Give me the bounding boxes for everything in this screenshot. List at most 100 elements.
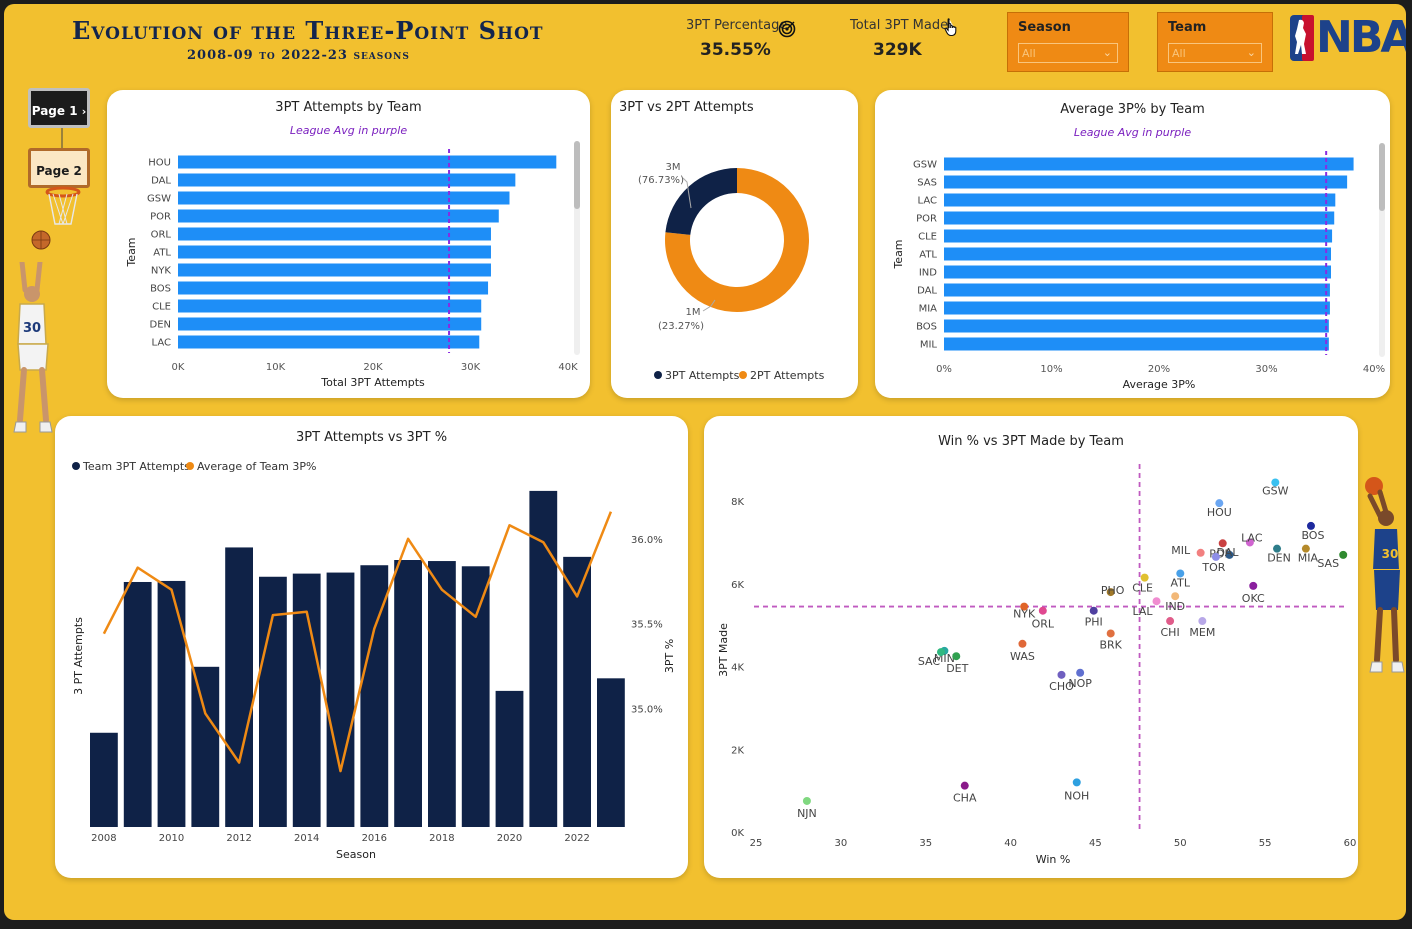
point-phi	[1089, 606, 1098, 615]
bar-gsw	[944, 157, 1354, 171]
donut-slice-3pt-attempts	[665, 168, 737, 235]
donut-slice-2pt-attempts	[665, 168, 809, 312]
point-hou	[1215, 499, 1224, 508]
legend-label: Average of Team 3P%	[197, 460, 316, 473]
bar-por	[944, 211, 1335, 225]
legend-marker	[654, 371, 662, 379]
player-shooting-right-icon: 30	[1365, 477, 1405, 673]
bar-season-2023	[597, 678, 625, 827]
point-nop	[1076, 668, 1085, 677]
bar-lac	[944, 193, 1336, 207]
scrollbar-thumb	[574, 141, 580, 209]
slice-value-label: 3M	[666, 162, 681, 173]
bar-bos	[178, 281, 489, 295]
point-label: CHO	[1049, 680, 1074, 693]
bar-season-2015	[326, 572, 355, 827]
bar-hou	[178, 155, 557, 169]
x-tick-label: 2008	[91, 833, 116, 844]
x-axis-title: Total 3PT Attempts	[320, 376, 425, 389]
team-dropdown-value: All	[1172, 47, 1186, 60]
x-axis-title: Season	[336, 848, 376, 861]
player-shooting-left-icon: 30	[13, 262, 53, 433]
category-label: GSW	[913, 160, 937, 171]
point-label: WAS	[1010, 650, 1035, 663]
x-axis-title: Average 3P%	[1123, 378, 1196, 391]
point-nyk	[1020, 602, 1029, 611]
point-label: BOS	[1301, 529, 1324, 542]
x-axis-title: Win %	[1036, 853, 1071, 866]
x-tick-label: 2022	[564, 833, 589, 844]
point-label: BRK	[1099, 638, 1122, 651]
x-tick-label: 45	[1089, 838, 1102, 849]
point-label: ATL	[1171, 576, 1191, 589]
attempts-vs-pct-chart[interactable]: Team 3PT Attempts Average of Team 3P% 2008…	[55, 416, 688, 878]
point-label: ORL	[1032, 618, 1055, 631]
legend-marker	[739, 371, 747, 379]
page-1-button[interactable]: Page 1 ›	[28, 88, 90, 128]
bar-atl	[944, 247, 1331, 261]
team-slicer[interactable]: Team All ⌄	[1157, 12, 1273, 72]
y-right-tick-label: 35.0%	[631, 704, 663, 715]
avg-pct-by-team-card: Average 3P% by Team League Avg in purple…	[875, 90, 1390, 398]
season-slicer-label: Season	[1018, 20, 1071, 35]
y-tick-label: 4K	[731, 663, 744, 674]
point-label: NYK	[1013, 608, 1036, 621]
point-label: HOU	[1207, 506, 1232, 519]
y-tick-label: 0K	[731, 828, 744, 839]
avg-pct-by-team-chart[interactable]: GSW SAS LAC POR CLE ATL IND DAL MIA BOS MIL 0% 10% 20…	[875, 90, 1390, 398]
bar-season-2022	[563, 556, 591, 827]
y-right-tick-label: 36.0%	[631, 535, 663, 546]
x-tick-label: 60	[1344, 838, 1357, 849]
point-bos	[1306, 521, 1315, 530]
point-label: LAL	[1133, 605, 1154, 618]
point-label: GSW	[1262, 484, 1289, 497]
category-label: DEN	[150, 320, 172, 331]
point-cho	[1057, 670, 1066, 679]
point-dal	[1225, 550, 1234, 559]
point-lal	[1152, 597, 1161, 606]
bar-season-2011	[191, 666, 220, 827]
point-label: OKC	[1242, 592, 1265, 605]
y-left-axis-title: 3 PT Attempts	[72, 617, 85, 695]
x-tick-label: 40%	[1363, 364, 1385, 375]
three-vs-two-chart[interactable]: 3M (76.73%) 1M (23.27%) 3PT Attempts 2PT Atte…	[611, 90, 858, 398]
x-tick-label: 20K	[363, 362, 383, 373]
bar-gsw	[178, 191, 510, 205]
category-label: POR	[150, 212, 171, 223]
point-label: SAC	[918, 655, 941, 668]
x-tick-label: 2018	[429, 833, 454, 844]
season-slicer[interactable]: Season All ⌄	[1007, 12, 1129, 72]
x-tick-label: 20%	[1148, 364, 1170, 375]
category-label: HOU	[148, 158, 171, 169]
point-label: SAS	[1317, 557, 1339, 570]
nba-silhouette-icon	[1290, 15, 1314, 61]
attempts-by-team-chart[interactable]: HOU DAL GSW POR ORL ATL NYK BOS CLE DEN LAC 0K 10K 20…	[107, 90, 590, 398]
slice-value-label: 1M	[686, 307, 701, 318]
bar-den	[178, 317, 482, 331]
page-2-button[interactable]: Page 2	[28, 148, 90, 188]
hand-pointer-icon	[944, 18, 957, 37]
y-axis-title: 3PT Made	[717, 623, 730, 677]
category-label: CLE	[152, 302, 171, 313]
x-tick-label: 2014	[294, 833, 319, 844]
dashboard-page: Evolution of the Three-Point Shot 2008-0…	[4, 4, 1406, 920]
point-njn	[802, 796, 811, 805]
season-dropdown[interactable]: All ⌄	[1018, 43, 1118, 63]
category-label: DAL	[151, 176, 171, 187]
bar-mil	[944, 337, 1329, 351]
team-dropdown[interactable]: All ⌄	[1168, 43, 1262, 63]
y-right-tick-label: 35.5%	[631, 620, 663, 631]
x-tick-label: 35	[919, 838, 932, 849]
point-den	[1273, 544, 1282, 553]
kpi-3pt-percentage-label: 3PT Percentage	[686, 18, 788, 33]
leader-line	[682, 177, 692, 209]
point-label: NOH	[1064, 789, 1089, 802]
x-tick-label: 55	[1259, 838, 1272, 849]
category-label: MIA	[919, 304, 938, 315]
point-orl	[1038, 606, 1047, 615]
win-vs-made-chart[interactable]: 25 30 35 40 45 50 55 60 0K 2K 4K 6K 8K Win % 3PT Made G…	[704, 416, 1358, 878]
bar-season-2021	[529, 490, 558, 827]
point-label: IND	[1165, 600, 1185, 613]
bar-lac	[178, 335, 480, 349]
attempts-vs-pct-card: 3PT Attempts vs 3PT % Team 3PT Attempts A…	[55, 416, 688, 878]
